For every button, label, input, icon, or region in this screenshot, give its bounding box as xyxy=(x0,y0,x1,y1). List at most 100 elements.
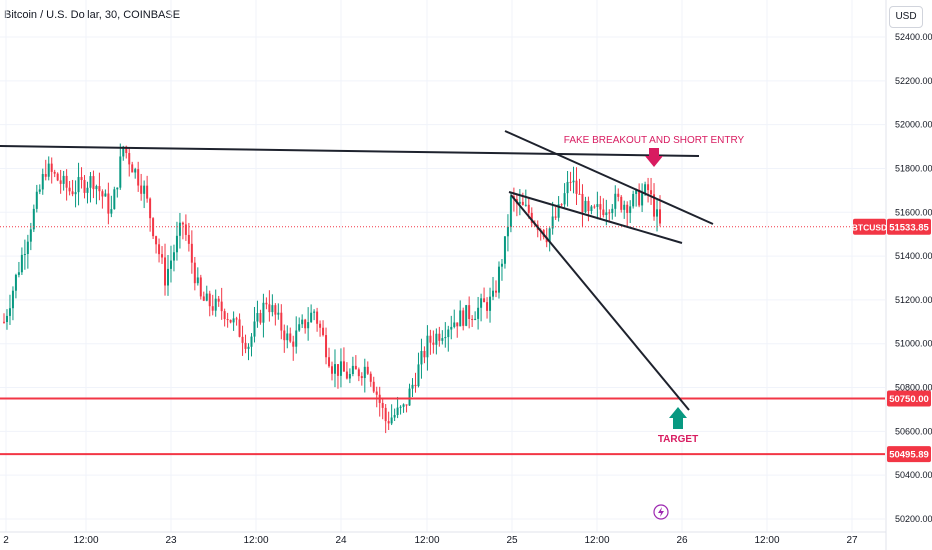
candle-body xyxy=(89,176,92,188)
candle-body xyxy=(578,193,581,195)
candle-body xyxy=(563,193,566,205)
candle-body xyxy=(509,196,512,227)
candle-body xyxy=(623,204,626,210)
candle-body xyxy=(161,254,164,258)
candle-body xyxy=(348,374,351,379)
candle-body xyxy=(426,335,429,358)
candle-body xyxy=(450,326,453,330)
candle-body xyxy=(345,371,348,379)
candle-body xyxy=(483,298,486,303)
candle-body xyxy=(477,307,480,319)
candle-body xyxy=(95,186,98,190)
candle-body xyxy=(65,175,68,188)
price-labels: BTCUSD 51533.85 50750.00 50495.89 xyxy=(852,218,931,463)
candle-body xyxy=(644,184,647,194)
candle-body xyxy=(387,421,390,424)
candle-body xyxy=(125,146,128,154)
y-tick-label: 52000.00 xyxy=(895,120,932,130)
candle-body xyxy=(584,200,587,213)
candle-body xyxy=(354,365,357,370)
level-price-label: 50750.00 xyxy=(889,394,929,405)
candle-body xyxy=(590,206,593,212)
candle-body xyxy=(316,311,319,324)
candle-body xyxy=(500,263,503,267)
candle-body xyxy=(408,388,411,406)
candle-body xyxy=(527,204,530,213)
candle-body xyxy=(587,200,590,212)
candle-body xyxy=(11,290,14,309)
candle-body xyxy=(137,169,140,186)
candle-body xyxy=(596,204,599,207)
candle-body xyxy=(366,366,369,374)
candle-body xyxy=(635,189,638,194)
candle-body xyxy=(656,209,659,217)
level-price-label-bg xyxy=(887,446,931,463)
candle-body xyxy=(593,206,596,208)
candle-body xyxy=(620,196,623,210)
candle-body xyxy=(62,175,65,184)
candle-body xyxy=(199,277,202,297)
candle-body xyxy=(372,381,375,392)
candle-body xyxy=(158,244,161,255)
candle-body xyxy=(298,324,301,331)
y-tick-label: 50400.00 xyxy=(895,470,932,480)
candle-body xyxy=(363,366,366,379)
candle-body xyxy=(71,191,74,195)
trendline xyxy=(508,191,683,244)
x-tick-label: 12:00 xyxy=(243,535,268,546)
candle-body xyxy=(116,187,119,190)
candle-body xyxy=(566,181,569,194)
candle-body xyxy=(319,323,322,328)
candle-body xyxy=(220,301,223,312)
candle-body xyxy=(506,226,509,237)
candle-body xyxy=(217,298,220,302)
candle-body xyxy=(41,174,44,190)
candle-body xyxy=(74,192,77,195)
candle-body xyxy=(155,236,158,245)
candle-body xyxy=(140,185,143,194)
x-tick-label: 25 xyxy=(506,535,518,546)
candle-body xyxy=(35,191,38,209)
candle-body xyxy=(599,204,602,210)
candle-body xyxy=(429,335,432,343)
candle-body xyxy=(29,229,32,242)
candle-body xyxy=(659,209,661,224)
candle-body xyxy=(495,290,497,293)
candle-body xyxy=(104,193,107,197)
candle-body xyxy=(351,365,354,375)
candle-body xyxy=(253,321,256,337)
candle-body xyxy=(503,236,506,264)
currency-button[interactable]: USD xyxy=(889,6,923,28)
level-price-label-bg xyxy=(887,390,931,407)
chart-title: Bitcoin / U.S. Dollar, 30, COINBASE xyxy=(4,9,181,21)
y-tick-label: 51400.00 xyxy=(895,251,932,261)
y-tick-label: 50600.00 xyxy=(895,426,932,436)
candle-body xyxy=(271,305,274,313)
candle-body xyxy=(3,321,5,323)
y-tick-label: 51000.00 xyxy=(895,339,932,349)
candle-body xyxy=(313,311,316,313)
candle-body xyxy=(289,333,292,342)
annotations: FAKE BREAKOUT AND SHORT ENTRY TARGET xyxy=(564,135,745,520)
candle-body xyxy=(617,193,620,197)
candle-body xyxy=(489,296,492,311)
candle-body xyxy=(423,350,426,358)
candle-body xyxy=(497,266,500,293)
trendline xyxy=(510,194,690,411)
x-tick-label: 23 xyxy=(165,535,177,546)
lightning-icon[interactable] xyxy=(653,504,669,520)
candle-body xyxy=(208,293,211,307)
candle-body xyxy=(184,224,187,235)
candle-body xyxy=(232,318,235,323)
candle-body xyxy=(650,190,653,195)
candle-body xyxy=(274,305,277,315)
candle-body xyxy=(32,208,35,230)
last-price-label: 51533.85 xyxy=(889,222,929,233)
candle-body xyxy=(638,189,641,206)
candle-body xyxy=(333,364,336,374)
x-tick-label: 12:00 xyxy=(414,535,439,546)
candle-body xyxy=(196,277,199,284)
candle-body xyxy=(336,364,339,376)
grid xyxy=(0,0,885,532)
